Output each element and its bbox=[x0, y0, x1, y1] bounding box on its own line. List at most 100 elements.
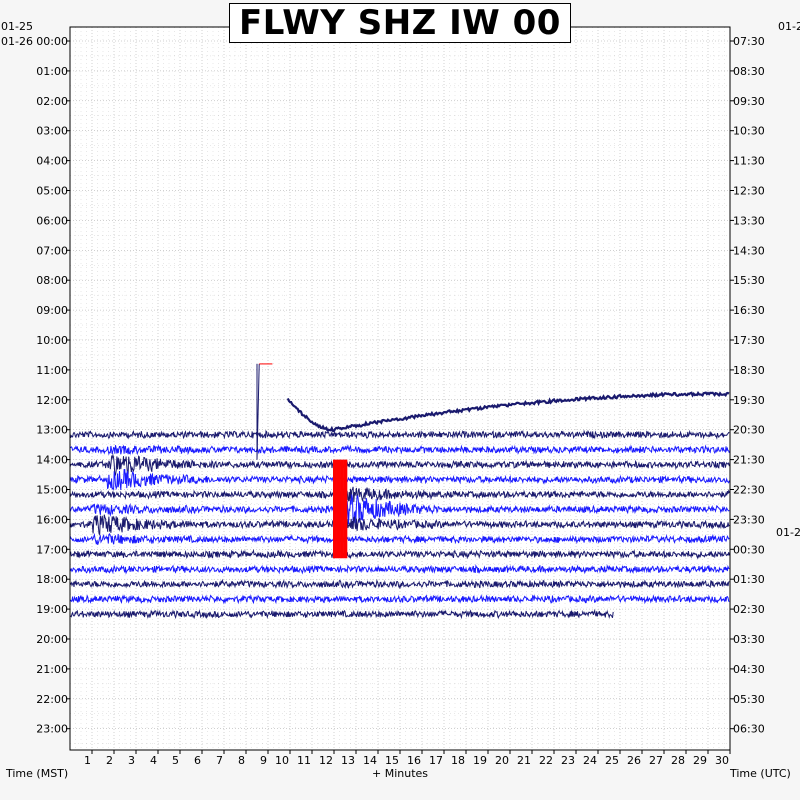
seismic-trace bbox=[69, 608, 614, 620]
x-tick-label: 18 bbox=[451, 754, 465, 767]
seismic-trace bbox=[69, 486, 730, 503]
x-tick-label: 6 bbox=[194, 754, 201, 767]
right-tick-label: 02:30 bbox=[733, 603, 765, 616]
x-tick-label: 17 bbox=[429, 754, 443, 767]
right-date-mid: 01-2 bbox=[776, 526, 800, 539]
left-tick-label: 14:00 bbox=[36, 454, 68, 467]
seismic-trace bbox=[69, 514, 730, 537]
right-tick-label: 08:30 bbox=[733, 65, 765, 78]
left-tick-label: 18:00 bbox=[36, 573, 68, 586]
grid bbox=[70, 27, 730, 750]
right-tick-label: 07:30 bbox=[733, 35, 765, 48]
right-tick-label: 18:30 bbox=[733, 364, 765, 377]
seismic-trace bbox=[69, 594, 730, 605]
x-tick-label: 3 bbox=[128, 754, 135, 767]
x-tick-label: 24 bbox=[583, 754, 597, 767]
left-tick-label: 15:00 bbox=[36, 484, 68, 497]
left-tick-label: 22:00 bbox=[36, 693, 68, 706]
left-tick-label: 03:00 bbox=[36, 125, 68, 138]
left-tick-label: 12:00 bbox=[36, 394, 68, 407]
right-tick-label: 20:30 bbox=[733, 424, 765, 437]
left-tick-label: 16:00 bbox=[36, 513, 68, 526]
left-tick-label: 09:00 bbox=[36, 304, 68, 317]
right-tick-label: 14:30 bbox=[733, 244, 765, 257]
seismic-trace bbox=[69, 563, 730, 575]
left-tick-label: 04:00 bbox=[36, 155, 68, 168]
left-tick-label: 07:00 bbox=[36, 244, 68, 257]
right-tick-label: 01:30 bbox=[733, 573, 765, 586]
left-tick-label: 13:00 bbox=[36, 424, 68, 437]
left-tick-label: 02:00 bbox=[36, 95, 68, 108]
x-tick-label: 27 bbox=[649, 754, 663, 767]
right-tick-label: 16:30 bbox=[733, 304, 765, 317]
seismic-trace bbox=[69, 429, 730, 440]
x-tick-label: 26 bbox=[627, 754, 641, 767]
drift-curve bbox=[286, 390, 730, 433]
x-tick-label: 25 bbox=[605, 754, 619, 767]
x-tick-label: 28 bbox=[671, 754, 685, 767]
left-tick-label: 19:00 bbox=[36, 603, 68, 616]
seismic-trace bbox=[69, 444, 730, 456]
seismic-trace bbox=[69, 548, 730, 560]
x-tick-label: 19 bbox=[473, 754, 487, 767]
seismic-trace bbox=[69, 532, 730, 545]
right-tick-label: 00:30 bbox=[733, 543, 765, 556]
left-tick-label: 21:00 bbox=[36, 663, 68, 676]
left-tick-label: 23:00 bbox=[36, 723, 68, 736]
x-tick-label: 1 bbox=[84, 754, 91, 767]
x-tick-label: 16 bbox=[407, 754, 421, 767]
x-tick-label: 4 bbox=[150, 754, 157, 767]
right-tick-label: 17:30 bbox=[733, 334, 765, 347]
x-tick-label: 2 bbox=[106, 754, 113, 767]
x-tick-label: 22 bbox=[539, 754, 553, 767]
right-tick-label: 22:30 bbox=[733, 484, 765, 497]
x-tick-label: 8 bbox=[238, 754, 245, 767]
right-tick-label: 12:30 bbox=[733, 185, 765, 198]
x-tick-label: 9 bbox=[260, 754, 267, 767]
seismic-trace bbox=[69, 468, 730, 491]
right-tick-label: 04:30 bbox=[733, 663, 765, 676]
left-date-top: 01-25 bbox=[1, 20, 33, 33]
x-tick-label: 12 bbox=[319, 754, 333, 767]
x-axis-label: + Minutes bbox=[372, 767, 429, 780]
right-tick-label: 06:30 bbox=[733, 723, 765, 736]
x-tick-label: 7 bbox=[216, 754, 223, 767]
right-tick-label: 09:30 bbox=[733, 95, 765, 108]
x-tick-label: 20 bbox=[495, 754, 509, 767]
x-tick-label: 21 bbox=[517, 754, 531, 767]
y-axes: 00:00 01:00 02:00 03:00 04:00 05:00 06:00 07:00… bbox=[36, 35, 764, 736]
left-tick-label: 17:00 bbox=[36, 543, 68, 556]
x-tick-label: 13 bbox=[341, 754, 355, 767]
left-tick-label: 00:00 bbox=[36, 35, 68, 48]
x-tick-label: 11 bbox=[297, 754, 311, 767]
left-tick-label: 11:00 bbox=[36, 364, 68, 377]
left-tick-label: 05:00 bbox=[36, 185, 68, 198]
x-tick-label: 23 bbox=[561, 754, 575, 767]
traces bbox=[69, 363, 730, 620]
x-tick-label: 29 bbox=[693, 754, 707, 767]
x-tick-label: 30 bbox=[715, 754, 729, 767]
seismic-trace bbox=[69, 494, 730, 525]
right-tick-label: 10:30 bbox=[733, 125, 765, 138]
x-tick-label: 5 bbox=[172, 754, 179, 767]
seismic-trace bbox=[69, 578, 730, 590]
left-axis-label: Time (MST) bbox=[6, 767, 69, 780]
left-tick-label: 20:00 bbox=[36, 633, 68, 646]
x-tick-label: 14 bbox=[363, 754, 377, 767]
right-tick-label: 05:30 bbox=[733, 693, 765, 706]
right-date-top: 01-2 bbox=[778, 20, 800, 33]
right-tick-label: 13:30 bbox=[733, 214, 765, 227]
right-tick-label: 19:30 bbox=[733, 394, 765, 407]
x-tick-label: 15 bbox=[385, 754, 399, 767]
x-axis: 1 2 3 4 5 6 7 8 9 10 11 12 13 14 15 16 17 18 19 20 21 22 23 24 2… bbox=[84, 750, 731, 767]
left-tick-label: 08:00 bbox=[36, 274, 68, 287]
right-tick-label: 23:30 bbox=[733, 513, 765, 526]
x-tick-label: 10 bbox=[275, 754, 289, 767]
right-tick-label: 21:30 bbox=[733, 454, 765, 467]
left-date-second: 01-26 bbox=[1, 35, 33, 48]
right-tick-label: 11:30 bbox=[733, 155, 765, 168]
right-tick-label: 15:30 bbox=[733, 274, 765, 287]
clip-marker bbox=[333, 459, 348, 559]
left-tick-label: 10:00 bbox=[36, 334, 68, 347]
